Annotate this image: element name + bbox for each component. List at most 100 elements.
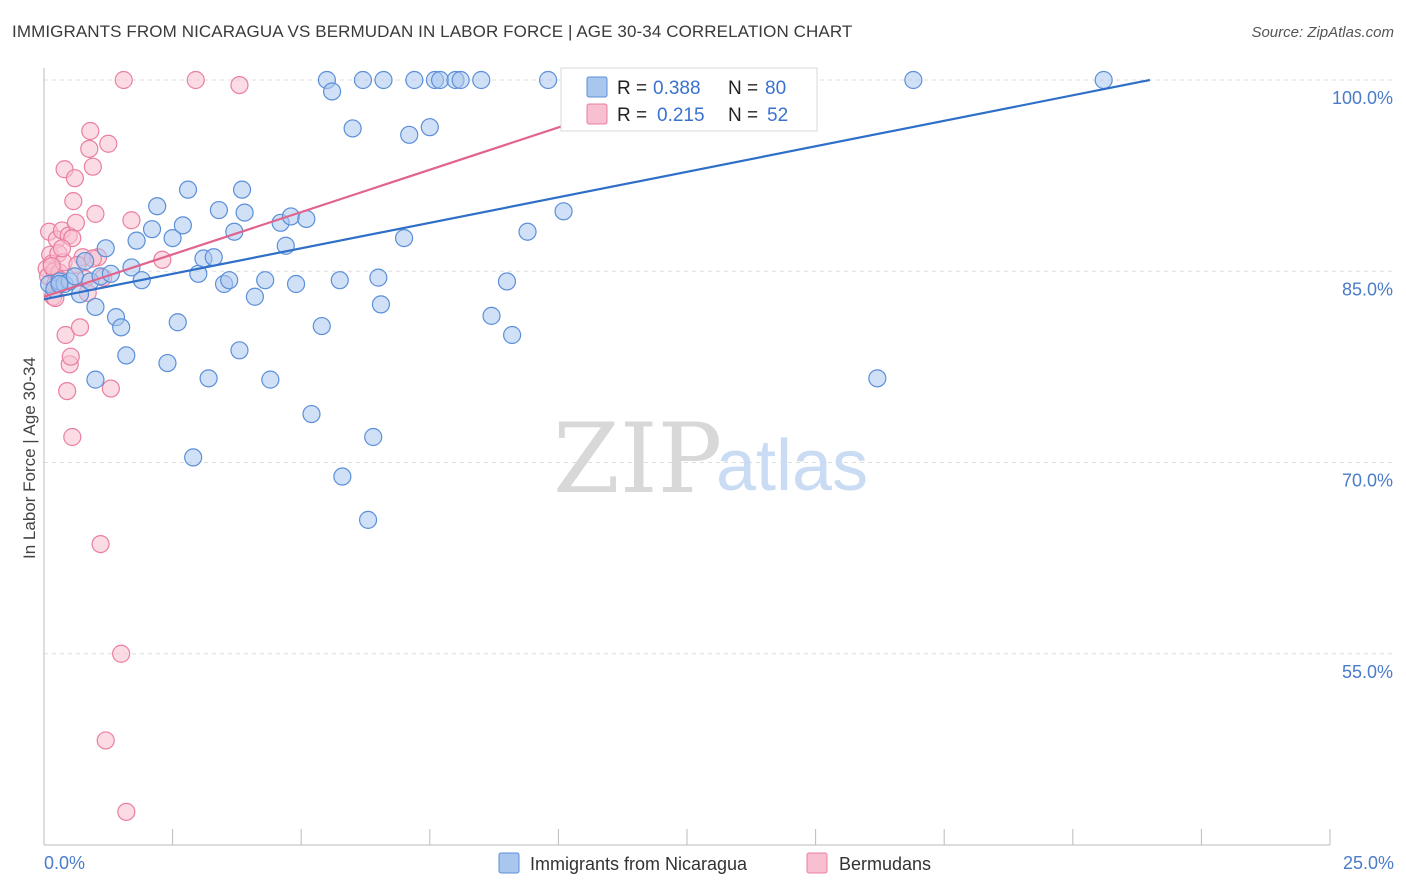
nicaragua-point-75 bbox=[868, 369, 887, 388]
bermudans-point-23 bbox=[66, 213, 85, 232]
nicaragua-point-57 bbox=[371, 295, 391, 314]
bermudans-point-44 bbox=[230, 75, 249, 95]
nicaragua-point-61 bbox=[405, 70, 424, 90]
bermudans-point-35 bbox=[96, 731, 115, 750]
nicaragua-point-53 bbox=[353, 70, 373, 90]
nicaragua-point-67 bbox=[472, 70, 491, 90]
source-label: Source: ZipAtlas.com bbox=[1251, 24, 1394, 41]
legend-label-bermudans: Bermudans bbox=[839, 854, 931, 874]
watermark: ZIP atlas bbox=[553, 403, 868, 515]
watermark-atlas: atlas bbox=[716, 426, 868, 506]
bermudans-point-28 bbox=[80, 139, 99, 158]
nicaragua-point-69 bbox=[497, 272, 517, 291]
nicaragua-point-19 bbox=[142, 220, 162, 239]
y-tick-label-1: 70.0% bbox=[1342, 471, 1393, 491]
nicaragua-point-59 bbox=[394, 229, 414, 248]
bermudans-point-15 bbox=[56, 325, 75, 345]
nicaragua-point-39 bbox=[256, 271, 275, 290]
stats-legend: R = 0.388 N = 80 R = 0.215 N = 52 bbox=[560, 67, 818, 132]
y-tick-label-2: 85.0% bbox=[1342, 279, 1393, 299]
bermudans-point-24 bbox=[70, 318, 90, 337]
nicaragua-point-47 bbox=[312, 316, 331, 336]
nicaragua-point-12 bbox=[96, 239, 115, 258]
nicaragua-point-38 bbox=[245, 287, 265, 306]
nicaragua-point-68 bbox=[482, 306, 501, 325]
nicaragua-point-23 bbox=[168, 313, 187, 332]
nicaragua-point-20 bbox=[148, 197, 167, 216]
bermudans-point-43 bbox=[186, 70, 205, 90]
nicaragua-point-11 bbox=[86, 297, 105, 317]
nicaragua-point-5 bbox=[65, 267, 84, 286]
nicaragua-point-29 bbox=[199, 369, 218, 388]
y-axis-title: In Labor Force | Age 30-34 bbox=[20, 357, 39, 559]
stats-r-label-pink: R = bbox=[617, 105, 647, 126]
nicaragua-point-26 bbox=[184, 448, 203, 467]
bermudans-point-40 bbox=[117, 802, 136, 821]
x-tick-label-max: 25.0% bbox=[1343, 853, 1394, 873]
nicaragua-point-35 bbox=[230, 341, 249, 360]
nicaragua-point-60 bbox=[400, 125, 419, 144]
nicaragua-point-21 bbox=[158, 353, 177, 373]
stats-r-value-pink: 0.215 bbox=[657, 105, 705, 126]
nicaragua-point-58 bbox=[374, 70, 393, 90]
nicaragua-point-14 bbox=[112, 318, 131, 337]
bermudans-point-22 bbox=[65, 169, 84, 188]
trend-line-nicaragua bbox=[43, 78, 1151, 301]
y-tick-label-3: 100.0% bbox=[1332, 88, 1393, 108]
bermudans-point-38 bbox=[112, 644, 131, 663]
nicaragua-point-52 bbox=[343, 119, 362, 138]
legend-swatch-bermudans bbox=[806, 852, 828, 874]
axes bbox=[43, 68, 1331, 846]
stats-swatch-pink bbox=[586, 103, 608, 125]
nicaragua-point-44 bbox=[286, 274, 306, 294]
nicaragua-point-49 bbox=[322, 82, 342, 101]
stats-n-value-pink: 52 bbox=[767, 105, 788, 126]
bermudans-point-39 bbox=[114, 70, 133, 90]
nicaragua-point-22 bbox=[163, 229, 182, 248]
nicaragua-point-76 bbox=[904, 70, 923, 90]
bermudans-point-37 bbox=[101, 379, 120, 398]
nicaragua-point-72 bbox=[539, 70, 558, 90]
nicaragua-point-33 bbox=[220, 271, 239, 290]
bermudans-point-31 bbox=[86, 204, 105, 223]
legend-swatch-nicaragua bbox=[498, 852, 520, 874]
bermudans-point-36 bbox=[99, 134, 118, 153]
nicaragua-point-36 bbox=[232, 180, 252, 199]
watermark-zip: ZIP bbox=[553, 403, 722, 515]
nicaragua-point-15 bbox=[117, 346, 136, 365]
chart-title: IMMIGRANTS FROM NICARAGUA VS BERMUDAN IN… bbox=[12, 22, 853, 41]
bottom-legend: Immigrants from Nicaragua Bermudans bbox=[498, 852, 931, 874]
nicaragua-point-64 bbox=[430, 70, 450, 90]
bermudans-point-41 bbox=[122, 211, 141, 230]
y-tick-labels: 55.0% 70.0% 85.0% 100.0% bbox=[1332, 88, 1393, 682]
nicaragua-point-55 bbox=[364, 427, 383, 447]
x-tick-label-min: 0.0% bbox=[44, 853, 85, 873]
nicaragua-point-46 bbox=[302, 404, 321, 424]
bermudans-point-47 bbox=[52, 239, 72, 258]
stats-r-label-blue: R = bbox=[617, 78, 647, 99]
stats-n-value-blue: 80 bbox=[765, 78, 786, 99]
nicaragua-point-78 bbox=[86, 370, 105, 389]
nicaragua-point-62 bbox=[420, 118, 439, 137]
stats-r-value-blue: 0.388 bbox=[653, 78, 701, 99]
nicaragua-point-73 bbox=[554, 202, 573, 221]
nicaragua-point-70 bbox=[503, 325, 522, 345]
nicaragua-point-50 bbox=[330, 271, 349, 290]
nicaragua-point-56 bbox=[369, 268, 388, 287]
y-tick-label-0: 55.0% bbox=[1342, 662, 1393, 682]
nicaragua-point-37 bbox=[235, 203, 254, 222]
bermudans-point-21 bbox=[64, 192, 83, 211]
nicaragua-point-51 bbox=[333, 467, 352, 486]
nicaragua-point-71 bbox=[518, 222, 537, 241]
bermudans-point-29 bbox=[81, 121, 100, 141]
nicaragua-point-40 bbox=[261, 370, 280, 389]
bermudans-point-49 bbox=[42, 257, 61, 276]
bermudans-point-33 bbox=[91, 534, 110, 554]
bermudans-point-30 bbox=[83, 157, 102, 176]
stats-n-label-pink: N = bbox=[728, 105, 758, 126]
nicaragua-point-24 bbox=[173, 216, 192, 235]
stats-swatch-blue bbox=[586, 76, 608, 98]
nicaragua-point-17 bbox=[127, 231, 146, 250]
nicaragua-point-31 bbox=[209, 200, 228, 220]
